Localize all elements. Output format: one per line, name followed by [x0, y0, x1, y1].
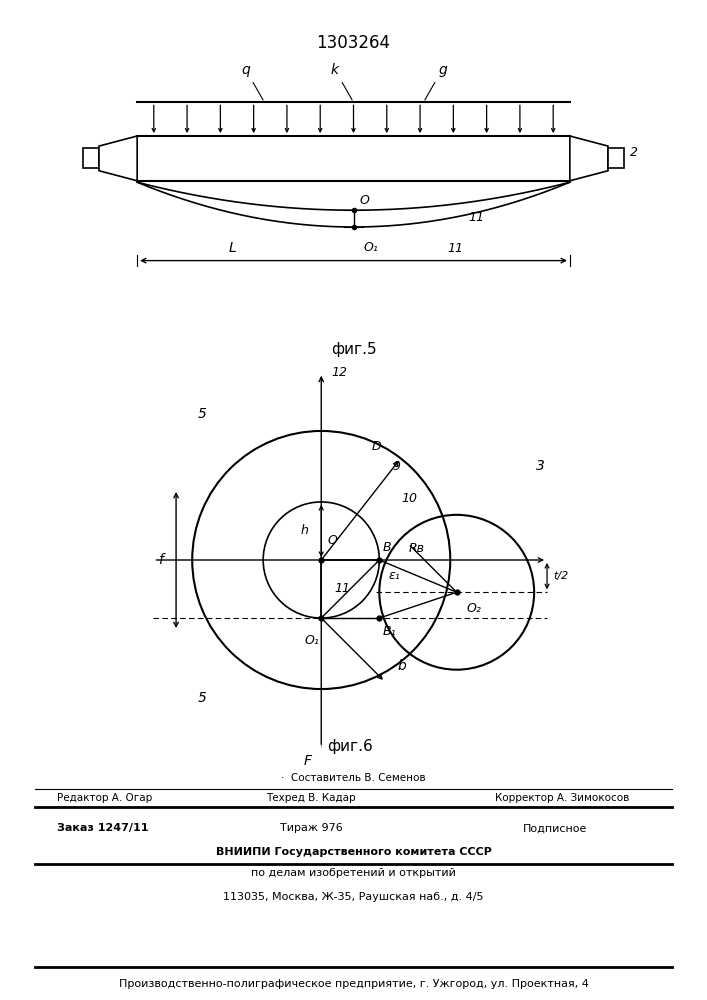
Text: 1303264: 1303264 [317, 34, 390, 52]
Text: ·  Составитель В. Семенов: · Составитель В. Семенов [281, 773, 426, 783]
Text: Производственно-полиграфическое предприятие, г. Ужгород, ул. Проектная, 4: Производственно-полиграфическое предприя… [119, 979, 588, 989]
Text: B: B [382, 541, 391, 554]
Text: O₂: O₂ [467, 602, 481, 615]
Text: 3: 3 [536, 459, 545, 473]
Text: 5: 5 [197, 691, 206, 705]
Polygon shape [570, 136, 608, 181]
Polygon shape [99, 136, 137, 181]
Text: g: g [438, 63, 447, 77]
Text: 11: 11 [448, 242, 463, 255]
Text: Редактор А. Огар: Редактор А. Огар [57, 793, 152, 803]
Text: 11: 11 [334, 582, 350, 595]
Text: 5: 5 [197, 407, 206, 421]
Text: фиг.5: фиг.5 [331, 342, 376, 357]
Text: Заказ 1247/11: Заказ 1247/11 [57, 823, 148, 833]
Text: фиг.6: фиг.6 [327, 739, 373, 754]
Text: Тираж 976: Тираж 976 [280, 823, 342, 833]
Text: h: h [300, 524, 308, 537]
Text: O: O [360, 194, 370, 207]
Text: Rв: Rв [408, 542, 424, 555]
Text: 10: 10 [402, 492, 418, 505]
Text: B₁: B₁ [382, 625, 396, 638]
Text: L: L [229, 241, 236, 255]
Text: O: O [327, 534, 337, 547]
Text: k: k [330, 63, 339, 77]
Text: f: f [158, 553, 163, 567]
Text: 11: 11 [468, 211, 484, 224]
Text: 12: 12 [331, 366, 347, 379]
Text: O₁: O₁ [304, 634, 319, 647]
Text: D: D [371, 440, 381, 453]
Text: 9: 9 [392, 460, 400, 473]
Text: O₁: O₁ [363, 241, 378, 254]
Text: по делам изобретений и открытий: по делам изобретений и открытий [251, 868, 456, 878]
Text: q: q [241, 63, 250, 77]
Text: 2: 2 [631, 146, 638, 159]
Text: t/2: t/2 [554, 571, 568, 581]
Text: 113035, Москва, Ж-35, Раушская наб., д. 4/5: 113035, Москва, Ж-35, Раушская наб., д. … [223, 892, 484, 902]
Text: F: F [303, 754, 312, 768]
Text: Техред В. Кадар: Техред В. Кадар [267, 793, 356, 803]
Text: ε₁: ε₁ [389, 569, 401, 582]
Text: ВНИИПИ Государственного комитета СССР: ВНИИПИ Государственного комитета СССР [216, 847, 491, 857]
Text: Корректор А. Зимокосов: Корректор А. Зимокосов [495, 793, 629, 803]
Bar [608, 148, 624, 168]
Text: b: b [397, 659, 407, 673]
Bar [83, 148, 99, 168]
Text: Подписное: Подписное [523, 823, 588, 833]
